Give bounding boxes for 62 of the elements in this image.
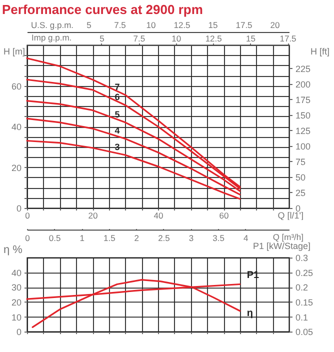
y-tick-label: 40 [11,122,22,132]
y2-tick-label: 0.1 [295,312,308,322]
x2-tick-label: 0 [25,233,30,244]
x2-tick-label: 3.5 [212,233,225,244]
y2-tick-label: 200 [296,79,311,90]
x2-tick-label: 4 [243,233,248,244]
text: U.S. g.p.m. [31,20,74,30]
x2-tick-label: 1.5 [103,233,116,244]
y2-tick-label: 100 [296,141,311,152]
y-tick-label: 0 [16,204,22,214]
y2-tick-label: 25 [296,188,306,198]
text: 17.5 [236,20,253,30]
y2-tick-label: 0.05 [295,327,313,338]
y2-tick-label: 50 [296,172,306,182]
y2-tick-label: 0.15 [295,297,313,308]
y-axis-title: η % [4,244,23,256]
y2-tick-label: 225 [296,64,311,74]
x2-tick-label: 0.5 [48,233,61,244]
y-tick-label: 30 [12,282,22,293]
y-tick-label: 60 [11,81,22,92]
y2-axis-title: H [ft] [310,46,330,56]
text: 7.5 [114,20,126,30]
y2-axis-title: P1 [kW/Stage] [253,241,310,252]
x2-tick-label: 2 [134,233,140,244]
x2-axis-title: Imp g.p.m. [32,32,72,42]
series-label: 4 [114,126,120,136]
x2-tick-label: 17.5 [280,34,297,44]
y-tick-label: 0 [16,327,22,338]
y-tick-label: 40 [12,268,22,278]
text: 20 [270,20,280,30]
x-tick-label: 0 [25,210,30,220]
text: 12.5 [174,20,191,30]
x2-tick-label: 7.5 [133,34,146,44]
y2-tick-label: 175 [296,94,311,105]
x2-tick-label: 2.5 [158,233,170,244]
series-label: η [246,308,253,319]
y2-tick-label: 125 [296,126,311,136]
x-axis-title: Q [l/1'] [278,210,304,220]
x-tick-label: 20 [88,210,98,220]
text: 5 [86,20,92,30]
y-tick-label: 20 [12,297,22,308]
x2-tick-label: 10 [172,34,182,44]
chart-title: Performance curves at 2900 rpm [1,1,204,19]
x2-axis-title: Q [m³/h] [272,232,304,242]
y2-tick-label: 0.3 [295,253,308,264]
y2-tick-label: 0.2 [295,282,308,293]
y2-tick-label: 150 [296,110,311,120]
y-axis-title: H [m] [4,46,25,56]
x2-tick-label: 1 [80,233,85,244]
y-tick-label: 20 [11,162,22,173]
x-tick-label: 40 [154,210,164,220]
x2-tick-label: 12.5 [205,34,222,44]
x2-tick-label: 3 [188,233,194,244]
x2-tick-label: 15 [246,34,256,44]
y-tick-label: 10 [12,312,22,322]
text: 10 [146,20,156,30]
x-tick-label: 60 [219,210,229,220]
y2-tick-label: 75 [296,156,306,167]
x2-tick-label: 5 [100,34,105,44]
text: 15 [208,20,218,30]
y2-tick-label: 0.25 [295,268,313,278]
y2-tick-label: 0 [296,204,301,214]
